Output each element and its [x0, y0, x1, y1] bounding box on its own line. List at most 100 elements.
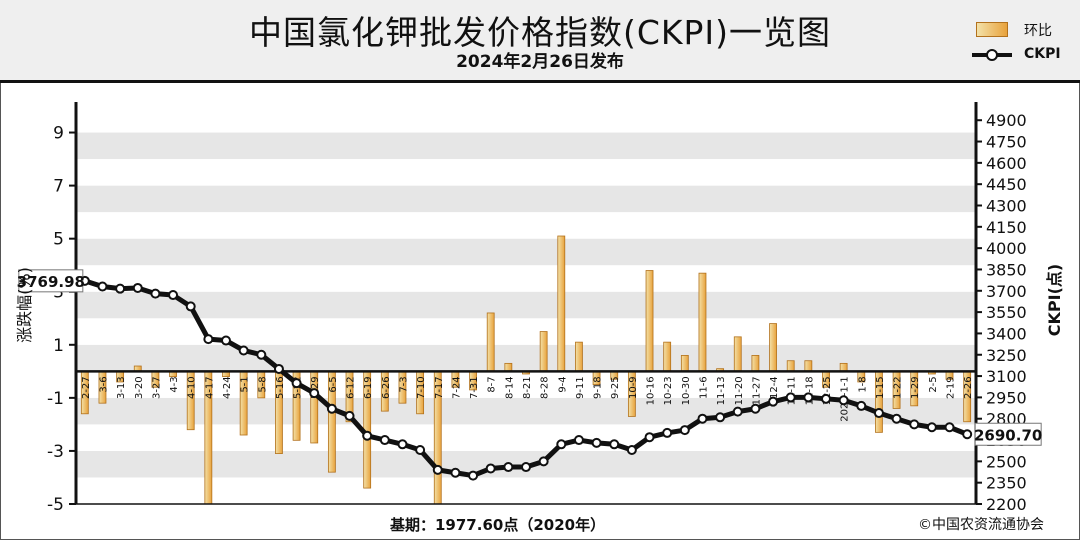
ckpi-point-6-5 [326, 403, 337, 414]
x-tick-label: 2-5 [928, 376, 939, 392]
x-tick-label: 7-17 [434, 376, 445, 399]
x-tick-label: 12-11 [787, 376, 798, 405]
ckpi-point-5-8 [256, 349, 267, 360]
base-period-note: 基期：1977.60点（2020年） [390, 516, 606, 534]
x-tick-label: 9-25 [610, 376, 621, 399]
annotation-last: 2690.70 [974, 422, 1042, 446]
bar-10-23 [663, 341, 672, 372]
left-tick-label: -3 [47, 442, 64, 462]
x-tick-label: 2-26 [963, 376, 974, 399]
ckpi-point-5-16 [273, 363, 284, 374]
legend-bar-entry: 环比 [970, 18, 1080, 40]
legend-line-marker [986, 49, 998, 61]
left-tick-label: 7 [53, 177, 64, 197]
x-tick-label: 6-19 [363, 376, 374, 399]
chart-subtitle: 2024年2月26日发布 [456, 52, 624, 72]
x-tick-label: 3-20 [134, 376, 145, 399]
bar-9-4 [557, 235, 566, 372]
right-tick-label: 4150 [986, 218, 1027, 237]
annotation-last-label: 2690.70 [974, 426, 1042, 444]
left-tick-label: 3 [53, 283, 64, 303]
x-tick-label: 8-14 [504, 376, 515, 399]
bar-12-11 [786, 360, 795, 372]
ckpi-point-5-29 [309, 388, 320, 399]
bar-8-28 [539, 331, 548, 372]
ckpi-point-5-22 [291, 378, 302, 389]
ckpi-point-10-30 [679, 425, 690, 436]
x-tick-label: 7-31 [469, 376, 480, 399]
ckpi-point-4-17 [203, 334, 214, 345]
ckpi-point-10-9 [626, 444, 637, 455]
grid-band [76, 159, 976, 186]
annotation-last-box [974, 422, 1042, 446]
left-tick-label: -5 [47, 495, 64, 515]
left-axis-label: 涨跌幅(%) [15, 267, 34, 343]
x-tick-label: 12-25 [822, 376, 833, 405]
x-tick-label: 7-10 [416, 376, 427, 399]
right-tick-label: 3850 [986, 260, 1027, 279]
legend: 环比 CKPI [970, 18, 1070, 72]
left-tick-label: 9 [53, 124, 64, 144]
right-tick-label: 4750 [986, 133, 1027, 152]
ckpi-point-3-27 [150, 288, 161, 299]
right-tick-label: 3250 [986, 346, 1027, 365]
x-tick-label: 9-11 [575, 376, 586, 399]
x-tick-label: 11-27 [751, 376, 762, 405]
x-tick-label: 10-9 [628, 376, 639, 399]
left-tick-label: 1 [53, 336, 64, 356]
right-tick-label: 3550 [986, 303, 1027, 322]
ckpi-point-2024-1-1 [838, 395, 849, 406]
x-tick-label: 3-27 [151, 376, 162, 399]
grid-band [76, 238, 976, 266]
legend-line-label: CKPI [1024, 46, 1061, 62]
x-tick-label: 10-23 [663, 376, 674, 405]
x-tick-label: 5-16 [275, 376, 286, 399]
annotations-group: 3769.98 2690.70 [17, 269, 1042, 446]
ckpi-point-12-11 [785, 392, 796, 403]
right-tick-label: 2200 [986, 495, 1027, 514]
ckpi-point-10-16 [644, 432, 655, 443]
annotation-first-label: 3769.98 [17, 273, 85, 291]
ckpi-point-4-24 [221, 335, 231, 346]
x-tick-label: 7-3 [398, 376, 409, 392]
ckpi-point-7-31 [468, 470, 479, 481]
ckpi-point-3-6 [97, 281, 108, 292]
ckpi-point-6-19 [362, 430, 373, 441]
x-tick-label: 4-3 [169, 376, 180, 392]
right-tick-label: 3700 [986, 282, 1027, 301]
ckpi-point-8-7 [485, 463, 496, 474]
ckpi-point-2-26 [962, 429, 973, 440]
ckpi-point-12-18 [803, 392, 814, 403]
ckpi-point-2-5 [926, 422, 937, 433]
ckpi-point-4-3 [168, 290, 179, 301]
right-axis-label: CKPI(点) [1045, 264, 1064, 336]
ckpi-point-9-25 [609, 439, 620, 450]
right-tick-label: 3400 [986, 324, 1027, 343]
x-tick-label: 8-7 [487, 376, 498, 392]
right-tick-label: 4450 [986, 175, 1027, 194]
right-tick-label: 2500 [986, 452, 1027, 471]
annotation-first: 3769.98 [17, 269, 85, 293]
legend-line-entry: CKPI [970, 44, 1080, 66]
x-tick-label: 2-27 [81, 376, 92, 399]
ckpi-point-1-8 [856, 400, 867, 411]
legend-bar-label: 环比 [1024, 23, 1052, 39]
x-tick-label: 3-6 [98, 376, 109, 392]
x-tick-label: 4-17 [204, 376, 215, 399]
x-tick-label: 1-15 [875, 376, 886, 399]
right-tick-label: 2950 [986, 388, 1027, 407]
ckpi-point-2-19 [944, 422, 955, 433]
x-tick-label: 11-6 [698, 376, 709, 399]
right-tick-label: 2350 [986, 474, 1027, 493]
grid-band [76, 265, 976, 292]
x-tick-label: 11-13 [716, 376, 727, 405]
ckpi-point-1-15 [873, 408, 884, 419]
x-tick-label: 5-8 [257, 376, 268, 392]
right-tick-label: 3100 [986, 367, 1027, 386]
x-tick-label: 11-20 [734, 376, 745, 405]
grid-band [76, 212, 976, 239]
annotation-first-box [18, 269, 84, 293]
grid-band [76, 106, 976, 133]
x-tick-label: 1-29 [910, 376, 921, 399]
